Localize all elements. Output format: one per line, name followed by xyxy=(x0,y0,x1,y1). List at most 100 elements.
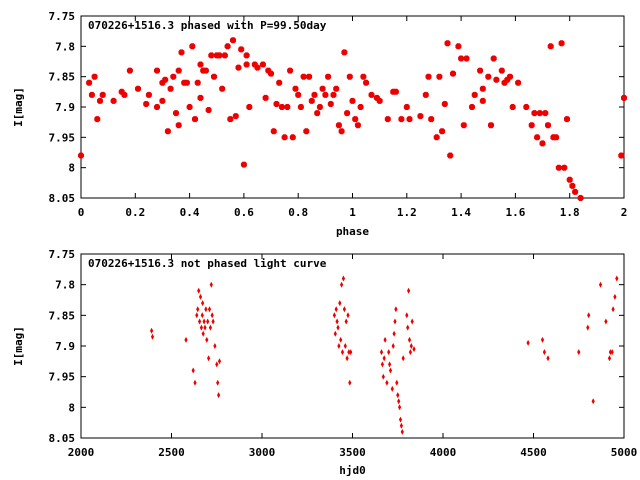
phased-data-point xyxy=(178,49,185,56)
phased-data-point xyxy=(97,97,103,104)
phased-data-point xyxy=(458,55,465,62)
phased-data-point xyxy=(572,188,579,195)
y-tick-label: 7.95 xyxy=(49,131,76,144)
unphased-data-point xyxy=(341,275,346,282)
phased-data-point xyxy=(509,104,516,110)
phased-data-point xyxy=(273,101,280,107)
unphased-data-point xyxy=(408,349,412,356)
phased-data-point xyxy=(91,73,98,80)
phased-data-point xyxy=(488,122,494,129)
phased-data-point xyxy=(425,73,432,80)
y-tick-label: 7.8 xyxy=(55,279,75,292)
phased-data-point xyxy=(189,43,196,50)
phased-data-point xyxy=(227,116,234,123)
unphased-data-point xyxy=(604,318,608,325)
phased-data-point xyxy=(292,85,299,92)
unphased-data-point xyxy=(345,355,349,362)
phased-data-point xyxy=(341,49,348,56)
phased-data-point xyxy=(439,128,446,135)
x-tick-label: 3000 xyxy=(249,446,276,459)
phased-data-point xyxy=(444,40,451,47)
phased-data-point xyxy=(192,116,198,123)
phased-data-point xyxy=(566,176,573,183)
phased-data-point xyxy=(202,67,209,74)
unphased-data-point xyxy=(347,349,351,356)
phased-data-point xyxy=(485,73,492,80)
unphased-data-point xyxy=(591,398,595,405)
phased-data-point xyxy=(344,110,351,117)
phased-data-point xyxy=(498,67,505,74)
x-tick-label: 2500 xyxy=(158,446,185,459)
unphased-data-point xyxy=(202,318,206,325)
x-tick-label: 1.8 xyxy=(560,206,580,219)
phased-data-point xyxy=(376,97,383,104)
phased-data-point xyxy=(447,152,454,159)
x-axis-label: phase xyxy=(336,225,369,238)
phased-data-point xyxy=(368,91,375,98)
phased-data-point xyxy=(287,67,294,74)
phased-data-point xyxy=(126,67,133,74)
phased-data-point xyxy=(392,88,399,95)
unphased-data-point xyxy=(333,330,337,337)
unphased-data-point xyxy=(542,349,546,356)
phased-data-point xyxy=(536,110,543,117)
phased-data-point xyxy=(479,97,486,104)
unphased-data-point xyxy=(196,306,200,313)
phased-data-point xyxy=(406,116,413,123)
phased-data-point xyxy=(162,76,169,83)
phased-data-point xyxy=(154,104,160,110)
unphased-data-point xyxy=(208,324,212,331)
unphased-data-point xyxy=(195,312,199,319)
phased-data-point xyxy=(422,91,429,98)
unphased-data-point xyxy=(211,318,215,325)
phased-data-point xyxy=(564,116,570,123)
phased-data-point xyxy=(441,101,448,107)
phased-data-point xyxy=(531,110,538,117)
phased-data-point xyxy=(308,97,315,104)
unphased-data-point xyxy=(348,379,352,386)
unphased-data-point xyxy=(201,330,205,337)
x-tick-label: 3500 xyxy=(339,446,366,459)
unphased-data-point xyxy=(385,379,389,386)
unphased-data-point xyxy=(607,355,612,362)
phased-data-point xyxy=(417,113,424,120)
x-tick-label: 0 xyxy=(78,206,85,219)
phased-data-point xyxy=(278,104,285,110)
phased-data-point xyxy=(208,52,215,59)
phased-data-point xyxy=(479,85,486,92)
phased-data-point xyxy=(268,70,274,77)
phased-data-point xyxy=(297,104,304,110)
phased-data-point xyxy=(507,73,513,80)
y-tick-label: 8 xyxy=(68,162,75,175)
unphased-data-point xyxy=(340,349,345,356)
unphased-data-point xyxy=(207,306,212,313)
phased-data-point xyxy=(219,85,226,92)
chart-title: 070226+1516.3 not phased light curve xyxy=(88,257,327,270)
unphased-data-point xyxy=(407,287,411,294)
phased-data-point xyxy=(539,140,546,147)
phased-data-point xyxy=(469,104,475,110)
unphased-data-point xyxy=(407,336,412,343)
unphased-data-point xyxy=(342,306,346,313)
unphased-data-point xyxy=(615,275,619,282)
unphased-data-point xyxy=(608,349,612,356)
unphased-data-point xyxy=(406,324,410,331)
unphased-data-point xyxy=(200,312,204,319)
phased-data-point xyxy=(235,64,242,71)
phased-data-point xyxy=(240,161,247,168)
x-tick-label: 4000 xyxy=(430,446,457,459)
phased-data-point xyxy=(528,122,535,129)
phased-data-point xyxy=(78,152,84,159)
phased-data-point xyxy=(284,104,291,110)
phased-data-point xyxy=(262,94,269,101)
unphased-data-point xyxy=(381,373,385,380)
phased-data-point xyxy=(330,91,337,98)
phased-data-point xyxy=(327,101,334,107)
phased-data-point xyxy=(99,91,106,98)
unphased-data-point xyxy=(334,306,338,313)
unphased-data-point xyxy=(205,336,209,343)
phased-data-point xyxy=(143,101,150,107)
unphased-data-point xyxy=(206,318,210,325)
unphased-data-point xyxy=(540,336,545,343)
